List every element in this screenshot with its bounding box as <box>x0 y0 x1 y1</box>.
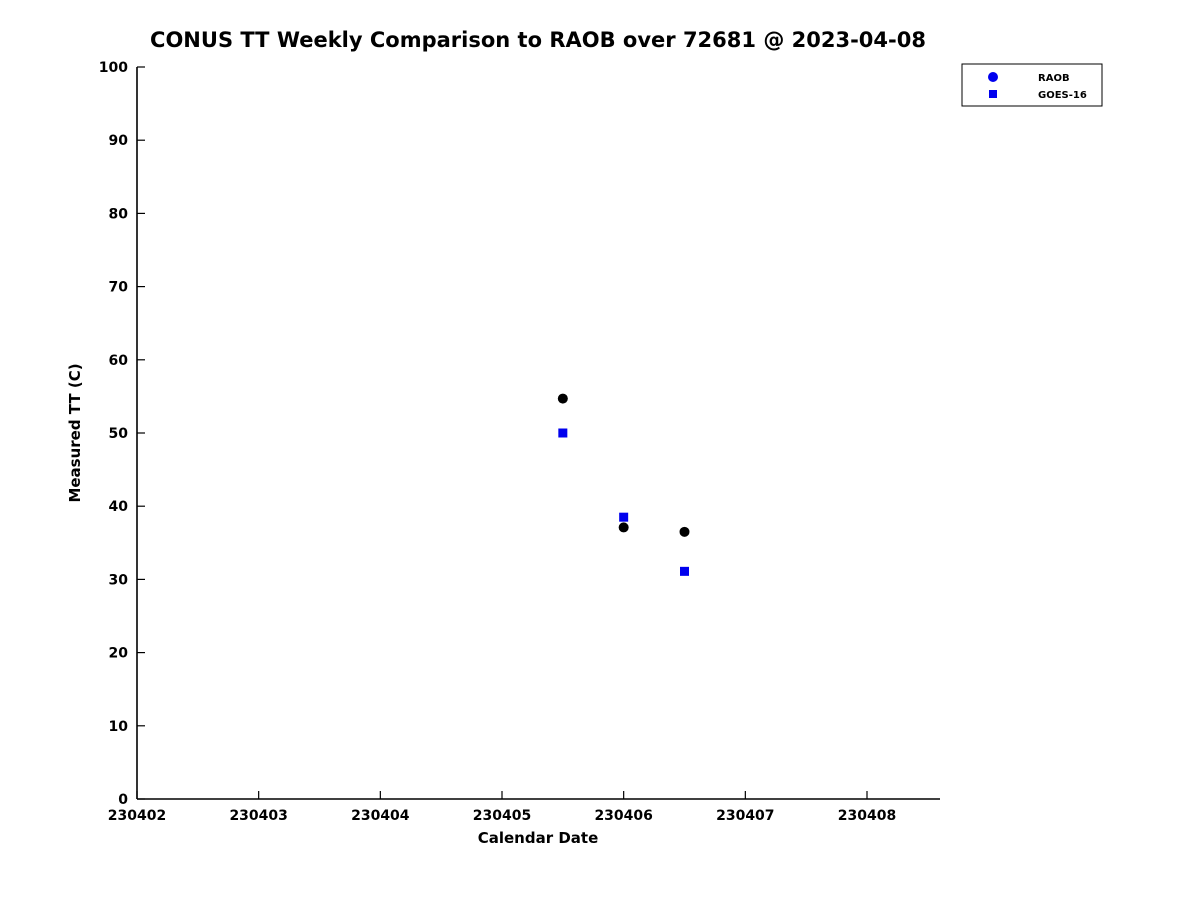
data-point-goes-16 <box>680 566 689 576</box>
y-tick-label: 20 <box>109 646 129 662</box>
y-tick-label: 50 <box>109 426 129 442</box>
x-tick-label: 230403 <box>229 808 287 824</box>
y-tick-label: 60 <box>109 353 129 369</box>
data-point-raob <box>557 393 568 404</box>
x-axis-label: Calendar Date <box>478 829 599 847</box>
legend-label-goes-16: GOES-16 <box>1038 90 1087 101</box>
y-tick-label: 90 <box>109 133 129 149</box>
data-point-goes-16 <box>558 428 568 438</box>
x-tick-label: 230407 <box>716 808 774 824</box>
x-tick-label: 230404 <box>351 808 410 824</box>
x-tick-label: 230408 <box>838 808 896 824</box>
x-tick-label: 230406 <box>594 808 652 824</box>
y-tick-label: 0 <box>118 792 128 808</box>
legend-marker-raob-icon <box>988 72 998 82</box>
data-point-goes-16 <box>619 512 629 522</box>
chart-title: CONUS TT Weekly Comparison to RAOB over … <box>150 28 926 52</box>
legend-marker-goes-16-icon <box>989 90 997 98</box>
y-tick-label: 40 <box>109 499 129 515</box>
y-tick-label: 10 <box>109 719 129 735</box>
x-tick-label: 230402 <box>108 808 166 824</box>
x-tick-label: 230405 <box>473 808 531 824</box>
y-tick-label: 80 <box>109 206 129 222</box>
y-tick-label: 70 <box>109 280 129 296</box>
legend-label-raob: RAOB <box>1038 73 1070 84</box>
y-axis-label: Measured TT (C) <box>66 363 84 502</box>
y-tick-label: 100 <box>99 60 128 76</box>
data-point-raob <box>618 522 629 533</box>
legend-box <box>961 63 1103 107</box>
data-point-raob <box>679 526 690 537</box>
y-tick-label: 30 <box>109 572 129 588</box>
